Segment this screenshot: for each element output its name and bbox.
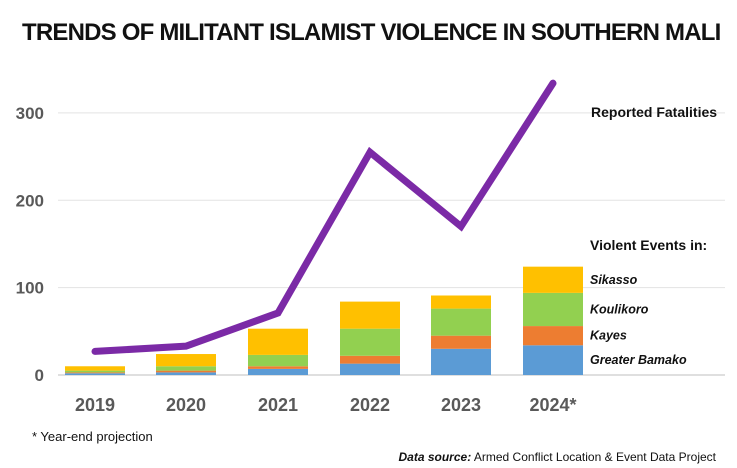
bar-segment bbox=[340, 328, 400, 356]
bar-segment bbox=[523, 345, 583, 375]
bar-segment bbox=[523, 292, 583, 327]
fatalities-line bbox=[91, 79, 557, 355]
source-note: Data source: Armed Conflict Location & E… bbox=[399, 450, 717, 464]
bar-segment bbox=[65, 373, 125, 375]
bar-segment bbox=[156, 354, 216, 367]
bar-segment bbox=[65, 372, 125, 374]
bar-segment bbox=[65, 366, 125, 371]
y-tick-label: 200 bbox=[16, 191, 44, 210]
series-label: Kayes bbox=[590, 329, 627, 343]
x-tick-label: 2024* bbox=[529, 395, 576, 415]
bar-segment bbox=[431, 295, 491, 309]
x-axis-ticks: 2019 2020 2021 2022 2023 2024* bbox=[75, 395, 577, 415]
y-tick-label: 300 bbox=[16, 104, 44, 123]
fatalities-series-label: Reported Fatalities bbox=[591, 104, 717, 120]
bar-segment bbox=[340, 355, 400, 364]
fatalities-point bbox=[276, 310, 280, 315]
x-tick-label: 2021 bbox=[258, 395, 298, 415]
x-tick-label: 2020 bbox=[166, 395, 206, 415]
series-label: Koulikoro bbox=[590, 302, 649, 316]
footnote: * Year-end projection bbox=[32, 429, 153, 444]
fatalities-line-group bbox=[91, 79, 557, 355]
fatalities-point bbox=[551, 81, 555, 86]
bar-segment bbox=[248, 366, 308, 369]
source-text: Armed Conflict Location & Event Data Pro… bbox=[471, 450, 716, 464]
y-axis-ticks: 0 100 200 300 bbox=[16, 104, 44, 385]
series-label: Greater Bamako bbox=[590, 353, 687, 367]
bar-segment bbox=[248, 328, 308, 355]
bar-segment bbox=[156, 366, 216, 371]
bar-segment bbox=[156, 372, 216, 375]
bar-segment bbox=[248, 354, 308, 367]
x-tick-label: 2023 bbox=[441, 395, 481, 415]
series-label: Sikasso bbox=[590, 273, 638, 287]
bar-segment bbox=[248, 368, 308, 375]
bar-segment bbox=[523, 326, 583, 346]
y-tick-label: 0 bbox=[35, 366, 44, 385]
bar-segment bbox=[340, 363, 400, 375]
bar-segment bbox=[431, 335, 491, 349]
x-tick-label: 2022 bbox=[350, 395, 390, 415]
fatalities-point bbox=[459, 224, 463, 229]
bar-segment bbox=[65, 370, 125, 373]
bar-segment bbox=[431, 308, 491, 336]
bar-segment bbox=[156, 370, 216, 373]
fatalities-point bbox=[184, 344, 188, 349]
x-tick-label: 2019 bbox=[75, 395, 115, 415]
chart-title: TRENDS OF MILITANT ISLAMIST VIOLENCE IN … bbox=[22, 19, 721, 46]
fatalities-point bbox=[368, 150, 372, 155]
fatalities-point bbox=[93, 349, 97, 354]
stack-series-labels: Greater Bamako Kayes Koulikoro Sikasso bbox=[590, 273, 687, 367]
source-label: Data source: bbox=[399, 450, 472, 464]
y-tick-label: 100 bbox=[16, 279, 44, 298]
events-series-heading: Violent Events in: bbox=[590, 237, 707, 253]
bar-segment bbox=[431, 348, 491, 375]
bar-segment bbox=[523, 266, 583, 293]
stacked-bars bbox=[65, 266, 583, 375]
bar-segment bbox=[340, 301, 400, 329]
